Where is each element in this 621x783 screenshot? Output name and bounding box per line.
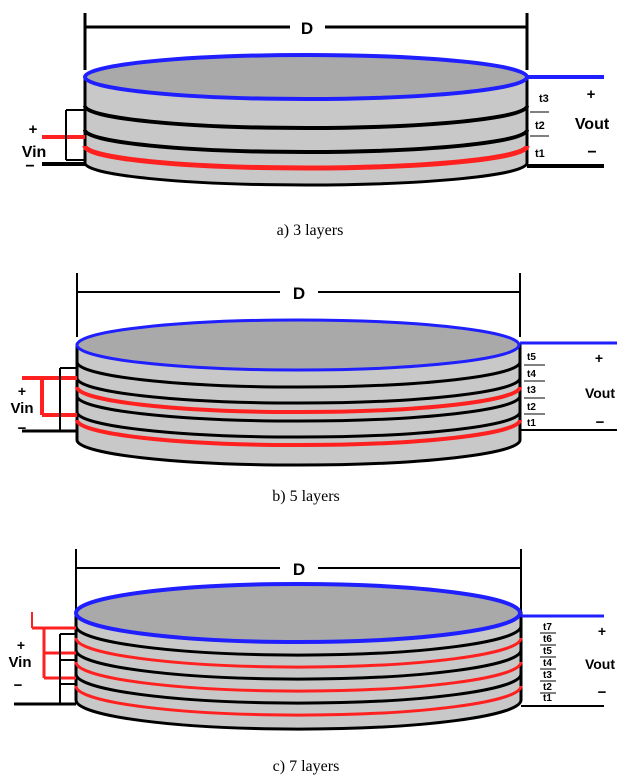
layer-boundary (75, 395, 522, 423)
disk-stack (75, 318, 522, 467)
vout-label: Vout (585, 656, 615, 672)
vout-label: Vout (585, 385, 615, 401)
input-electrode (74, 685, 523, 717)
vin-plus: + (17, 637, 25, 653)
thickness-label-t2: t2 (527, 402, 536, 413)
disk-stack (82, 53, 530, 187)
output-wiring: t7 t6 t5 t4 t3 t2 t1 + Vout − (521, 614, 615, 707)
vout-minus: − (598, 684, 607, 701)
thickness-label-t6: t6 (543, 634, 552, 645)
input-electrode (75, 419, 522, 448)
vin-plus: + (29, 121, 38, 138)
thickness-label-t3: t3 (543, 670, 552, 681)
thickness-label-t2: t2 (543, 682, 552, 693)
thickness-label-t2: t2 (535, 120, 545, 132)
vin-label: Vin (8, 654, 31, 671)
diameter-label: D (301, 19, 313, 38)
panel-7-layers: D + Vin − (8, 549, 615, 775)
thickness-label-t1: t1 (543, 693, 552, 704)
panel-5-layers: D + Vin − (10, 273, 617, 505)
top-surface (75, 318, 521, 372)
layer-boundary (75, 411, 522, 439)
input-wiring: + Vin − (8, 612, 76, 706)
input-electrode (74, 637, 523, 669)
diameter-dimension: D (75, 549, 522, 612)
layer-boundary (75, 361, 522, 389)
input-electrode (74, 661, 523, 693)
output-wiring: t5 t4 t3 t2 t1 + Vout − (520, 341, 617, 431)
diameter-label: D (293, 560, 305, 579)
layer-boundary (83, 129, 529, 154)
input-electrode (82, 145, 530, 171)
panel-caption: b) 5 layers (272, 488, 340, 505)
layer-boundary (74, 625, 523, 657)
vout-minus: − (596, 414, 605, 431)
input-electrode (75, 386, 522, 415)
layer-boundary (75, 377, 522, 405)
diameter-dimension: D (83, 13, 529, 70)
layer-boundary (83, 105, 529, 130)
panel-caption: a) 3 layers (277, 222, 344, 239)
thickness-label-t5: t5 (527, 352, 536, 363)
vin-plus: + (18, 383, 26, 399)
diameter-dimension: D (76, 273, 521, 337)
vin-minus: − (18, 420, 27, 437)
thickness-label-t7: t7 (543, 622, 552, 633)
vin-minus: − (25, 158, 34, 175)
output-wiring: t3 t2 t1 + Vout − (527, 75, 610, 168)
thickness-label-t4: t4 (543, 658, 552, 669)
vout-plus: + (587, 86, 596, 103)
input-wiring: + Vin − (22, 109, 85, 175)
thickness-label-t3: t3 (539, 93, 549, 105)
vin-label: Vin (22, 144, 47, 161)
thickness-label-t1: t1 (527, 418, 536, 429)
vout-plus: + (595, 350, 603, 366)
vout-plus: + (598, 623, 606, 639)
disk-stack (74, 582, 523, 731)
vin-label: Vin (10, 400, 33, 417)
top-surface (74, 582, 522, 644)
vin-minus: − (14, 677, 23, 694)
thickness-label-t1: t1 (535, 148, 545, 160)
layer-boundary (74, 673, 523, 705)
layer-boundary (74, 649, 523, 681)
panel-3-layers: D + Vin − t3 t2 t1 (22, 13, 610, 239)
top-surface (83, 53, 529, 101)
thickness-label-t3: t3 (527, 385, 536, 396)
diameter-label: D (293, 284, 305, 303)
thickness-label-t5: t5 (543, 646, 552, 657)
thickness-label-t4: t4 (527, 369, 536, 380)
vout-minus: − (587, 144, 596, 161)
input-wiring: + Vin − (10, 367, 77, 437)
vout-label: Vout (575, 116, 610, 133)
cylinder-body (83, 75, 529, 187)
panel-caption: c) 7 layers (273, 758, 340, 775)
